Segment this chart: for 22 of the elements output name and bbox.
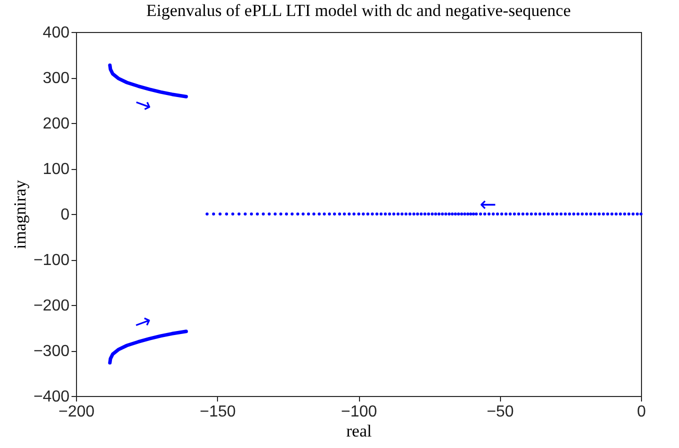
x-tick-label: −150 xyxy=(200,404,236,420)
y-tick-label: −100 xyxy=(33,252,70,269)
y-tick-label: 0 xyxy=(60,206,70,224)
y-tick-label: 400 xyxy=(42,24,70,42)
y-tick-label: −400 xyxy=(33,388,70,406)
y-tick-label: −200 xyxy=(33,298,70,314)
y-tick-label: 200 xyxy=(42,116,70,132)
x-tick-label: −200 xyxy=(58,404,95,420)
x-tick-label: −100 xyxy=(340,404,378,420)
chart-title: Eigenvalus of ePLL LTI model with dc and negative-sequence xyxy=(146,1,571,20)
line-series xyxy=(108,63,188,98)
line-series xyxy=(108,330,188,365)
y-tick-label: −300 xyxy=(33,343,70,360)
annotation: → xyxy=(131,90,156,118)
x-tick-label: −50 xyxy=(486,404,514,420)
y-axis-title: imagniray xyxy=(10,180,30,249)
annotation: ← xyxy=(480,192,496,216)
y-tick-label: 300 xyxy=(42,70,70,87)
y-tick-label: 100 xyxy=(42,161,70,178)
annotation: → xyxy=(130,308,155,336)
x-tick-label: 0 xyxy=(637,404,646,420)
x-axis-title: real xyxy=(346,422,372,440)
